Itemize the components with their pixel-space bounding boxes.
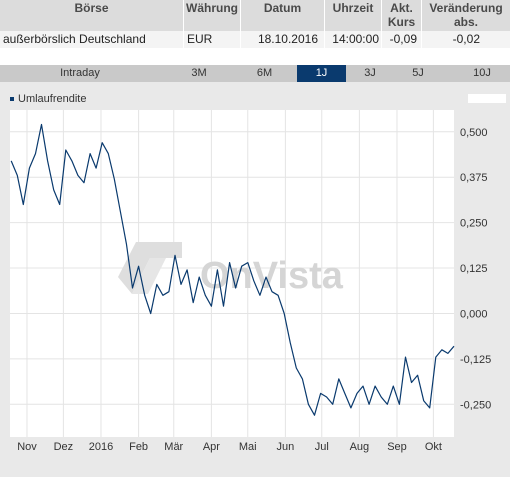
x-tick-label: Aug (350, 441, 370, 453)
cell-waehrung: EUR (183, 31, 240, 48)
header-uhrzeit: Uhrzeit (324, 0, 381, 31)
line-chart: OnVista -0,250 -0,125 0,000 0,125 0,250 0,375… (10, 110, 491, 453)
x-tick-label: Mär (164, 441, 183, 453)
y-tick-label: -0,250 (460, 399, 491, 411)
x-tick-label: 2016 (89, 441, 113, 453)
watermark-logo-mark-shade (132, 258, 166, 294)
cell-akt-kurs: -0,09 (381, 31, 421, 48)
header-akt-kurs: Akt. Kurs (381, 0, 421, 31)
x-tick-label: Jun (277, 441, 295, 453)
legend-series-name: Umlaufrendite (18, 93, 87, 105)
x-tick-label: Feb (129, 441, 148, 453)
series-line-umlaufrendite (10, 123, 455, 416)
spacer (0, 48, 510, 65)
quote-row: außerbörslich Deutschland EUR 18.10.2016… (0, 31, 510, 48)
chart-legend: Umlaufrendite (10, 93, 86, 105)
x-tick-label: Sep (387, 441, 407, 453)
x-tick-label: Jul (315, 441, 329, 453)
cell-datum: 18.10.2016 (240, 31, 324, 48)
x-tick-label: Mai (239, 441, 257, 453)
legend-blank-box (468, 94, 506, 103)
y-tick-label: 0,250 (460, 218, 488, 230)
y-tick-label: 0,375 (460, 172, 488, 184)
x-tick-label: Dez (54, 441, 74, 453)
y-tick-label: -0,125 (460, 354, 491, 366)
y-tick-label: 0,125 (460, 263, 488, 275)
x-tick-label: Okt (425, 441, 442, 453)
tab-10j[interactable]: 10J (473, 67, 491, 79)
tab-1j[interactable]: 1J (297, 65, 346, 82)
tab-6m[interactable]: 6M (256, 67, 273, 79)
watermark-logo: OnVista (118, 242, 344, 297)
y-axis-labels: -0,250 -0,125 0,000 0,125 0,250 0,375 0,500 (460, 127, 491, 411)
quote-table-header: Börse Währung Datum Uhrzeit Akt. Kurs Ver… (0, 0, 510, 31)
tab-3j[interactable]: 3J (364, 67, 376, 79)
tab-3m[interactable]: 3M (191, 67, 207, 79)
y-tick-label: 0,500 (460, 127, 488, 139)
header-veraenderung: Veränderung abs. (421, 0, 510, 31)
x-tick-label: Nov (17, 441, 37, 453)
x-axis-labels: Nov Dez 2016 Feb Mär Apr Mai Jun Jul Aug Sep Okt (17, 441, 442, 453)
tab-5j[interactable]: 5J (412, 67, 424, 79)
header-waehrung: Währung (183, 0, 240, 31)
y-tick-label: 0,000 (460, 308, 488, 320)
chart-area: Umlaufrendite OnVista -0,250 -0,125 0,000 0… (0, 82, 510, 477)
cell-veraenderung-abs: -0,02 (421, 31, 510, 48)
series-layer (10, 123, 455, 416)
chart-grid (10, 110, 454, 437)
cell-boerse: außerbörslich Deutschland (3, 32, 146, 46)
tab-intraday[interactable]: Intraday (60, 67, 100, 79)
cell-uhrzeit: 14:00:00 (324, 31, 381, 48)
legend-swatch (10, 97, 14, 102)
quote-table: Börse Währung Datum Uhrzeit Akt. Kurs Ver… (0, 0, 510, 50)
header-datum: Datum (240, 0, 324, 31)
header-boerse: Börse (74, 1, 109, 15)
timeframe-tabs: Intraday 3M 6M 1J 3J 5J 10J (0, 65, 510, 82)
x-tick-label: Apr (203, 441, 220, 453)
